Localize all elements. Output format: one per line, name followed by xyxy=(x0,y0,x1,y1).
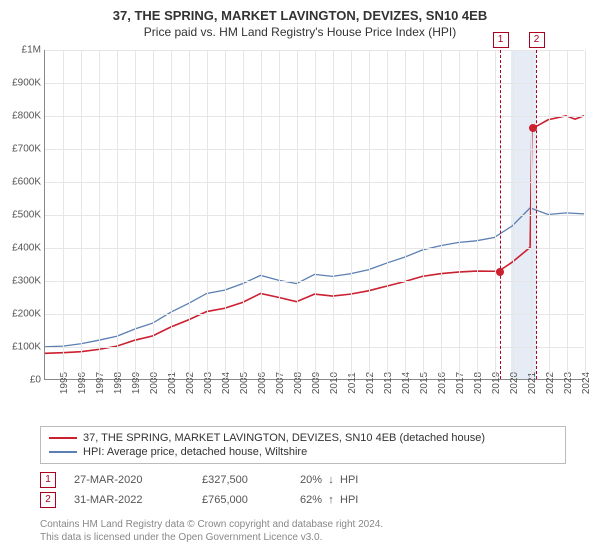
sale-point-marker xyxy=(529,124,537,132)
y-tick-label: £700K xyxy=(12,144,45,155)
chart-container: 37, THE SPRING, MARKET LAVINGTON, DEVIZE… xyxy=(0,0,600,560)
grid-line-x xyxy=(459,50,460,379)
y-tick-label: £200K xyxy=(12,309,45,320)
sale-marker-line xyxy=(500,50,501,379)
grid-line-x xyxy=(315,50,316,379)
grid-line-x xyxy=(405,50,406,379)
grid-line-x xyxy=(333,50,334,379)
sale-delta: 62% ↑ HPI xyxy=(300,494,358,506)
grid-line-x xyxy=(585,50,586,379)
grid-line-x xyxy=(171,50,172,379)
y-tick-label: £600K xyxy=(12,177,45,188)
sale-pct: 62% xyxy=(300,494,322,506)
y-tick-label: £300K xyxy=(12,276,45,287)
legend-label: 37, THE SPRING, MARKET LAVINGTON, DEVIZE… xyxy=(83,432,485,444)
x-tick-label: 2025 xyxy=(585,372,600,394)
sales-table: 1 27-MAR-2020 £327,500 20% ↓ HPI 2 31-MAR-2022 £… xyxy=(40,470,358,510)
sale-point-marker xyxy=(496,268,504,276)
legend-swatch xyxy=(49,451,77,453)
grid-line-x xyxy=(387,50,388,379)
sale-suffix: HPI xyxy=(340,474,358,486)
grid-line-x xyxy=(351,50,352,379)
legend-label: HPI: Average price, detached house, Wilt… xyxy=(83,446,307,458)
sale-marker-line xyxy=(536,50,537,379)
grid-line-x xyxy=(189,50,190,379)
grid-line-x xyxy=(441,50,442,379)
grid-line-x xyxy=(297,50,298,379)
sale-badge: 2 xyxy=(40,492,56,508)
grid-line-x xyxy=(135,50,136,379)
sale-marker-badge: 1 xyxy=(493,32,509,48)
legend-swatch xyxy=(49,437,77,439)
y-tick-label: £1M xyxy=(22,45,45,56)
y-tick-label: £400K xyxy=(12,243,45,254)
grid-line-x xyxy=(207,50,208,379)
grid-line-x xyxy=(369,50,370,379)
y-tick-label: £800K xyxy=(12,111,45,122)
chart-title: 37, THE SPRING, MARKET LAVINGTON, DEVIZE… xyxy=(0,0,600,23)
legend-item: HPI: Average price, detached house, Wilt… xyxy=(49,445,557,459)
grid-line-x xyxy=(243,50,244,379)
grid-line-x xyxy=(567,50,568,379)
grid-line-x xyxy=(549,50,550,379)
sale-price: £327,500 xyxy=(202,474,282,486)
arrow-up-icon: ↑ xyxy=(326,494,336,506)
grid-line-x xyxy=(477,50,478,379)
sale-price: £765,000 xyxy=(202,494,282,506)
y-tick-label: £900K xyxy=(12,78,45,89)
grid-line-x xyxy=(279,50,280,379)
copyright-note: Contains HM Land Registry data © Crown c… xyxy=(40,518,383,544)
sale-date: 31-MAR-2022 xyxy=(74,494,184,506)
grid-line-x xyxy=(495,50,496,379)
grid-line-x xyxy=(117,50,118,379)
grid-line-x xyxy=(423,50,424,379)
sale-marker-badge: 2 xyxy=(529,32,545,48)
chart-subtitle: Price paid vs. HM Land Registry's House … xyxy=(0,23,600,45)
grid-line-x xyxy=(153,50,154,379)
grid-line-x xyxy=(225,50,226,379)
y-tick-label: £500K xyxy=(12,210,45,221)
sale-pct: 20% xyxy=(300,474,322,486)
series-legend: 37, THE SPRING, MARKET LAVINGTON, DEVIZE… xyxy=(40,426,566,464)
grid-line-x xyxy=(531,50,532,379)
sale-suffix: HPI xyxy=(340,494,358,506)
legend-item: 37, THE SPRING, MARKET LAVINGTON, DEVIZE… xyxy=(49,431,557,445)
grid-line-x xyxy=(99,50,100,379)
sale-row: 1 27-MAR-2020 £327,500 20% ↓ HPI xyxy=(40,470,358,490)
grid-line-x xyxy=(261,50,262,379)
plot-area: £0£100K£200K£300K£400K£500K£600K£700K£80… xyxy=(44,50,584,380)
sale-date: 27-MAR-2020 xyxy=(74,474,184,486)
y-tick-label: £100K xyxy=(12,342,45,353)
sale-row: 2 31-MAR-2022 £765,000 62% ↑ HPI xyxy=(40,490,358,510)
arrow-down-icon: ↓ xyxy=(326,474,336,486)
y-tick-label: £0 xyxy=(30,375,45,386)
grid-line-x xyxy=(513,50,514,379)
copyright-line-1: Contains HM Land Registry data © Crown c… xyxy=(40,518,383,531)
grid-line-x xyxy=(81,50,82,379)
sale-badge: 1 xyxy=(40,472,56,488)
sale-delta: 20% ↓ HPI xyxy=(300,474,358,486)
copyright-line-2: This data is licensed under the Open Gov… xyxy=(40,531,383,544)
grid-line-x xyxy=(63,50,64,379)
